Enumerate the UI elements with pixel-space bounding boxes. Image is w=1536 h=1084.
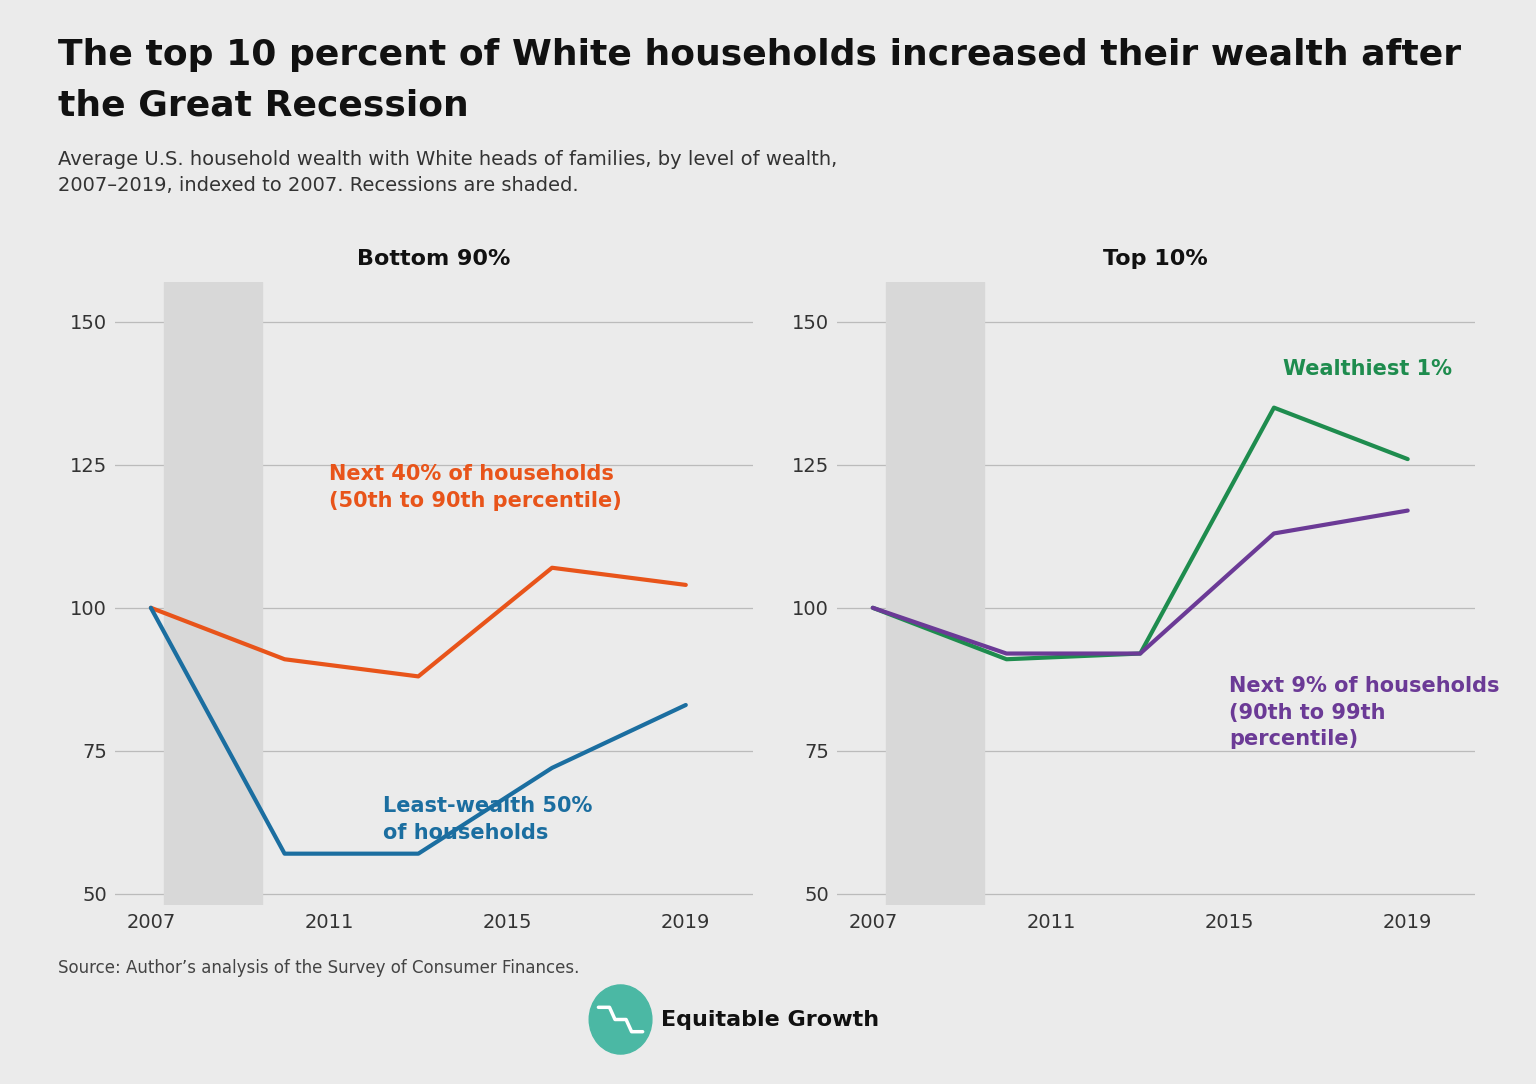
Text: Least-wealth 50%
of households: Least-wealth 50% of households: [382, 797, 591, 843]
Circle shape: [590, 985, 651, 1054]
Text: Source: Author’s analysis of the Survey of Consumer Finances.: Source: Author’s analysis of the Survey …: [58, 959, 579, 978]
Text: Equitable Growth: Equitable Growth: [660, 1009, 879, 1030]
Bar: [164, 282, 263, 905]
Text: The top 10 percent of White households increased their wealth after: The top 10 percent of White households i…: [58, 38, 1461, 72]
Title: Top 10%: Top 10%: [1103, 249, 1209, 269]
Text: Next 9% of households
(90th to 99th
percentile): Next 9% of households (90th to 99th perc…: [1229, 676, 1499, 749]
Text: Next 40% of households
(50th to 90th percentile): Next 40% of households (50th to 90th per…: [329, 464, 622, 511]
Text: Wealthiest 1%: Wealthiest 1%: [1283, 359, 1452, 379]
Text: Average U.S. household wealth with White heads of families, by level of wealth,
: Average U.S. household wealth with White…: [58, 150, 837, 195]
Text: the Great Recession: the Great Recession: [58, 89, 468, 122]
Title: Bottom 90%: Bottom 90%: [358, 249, 510, 269]
Bar: [886, 282, 985, 905]
